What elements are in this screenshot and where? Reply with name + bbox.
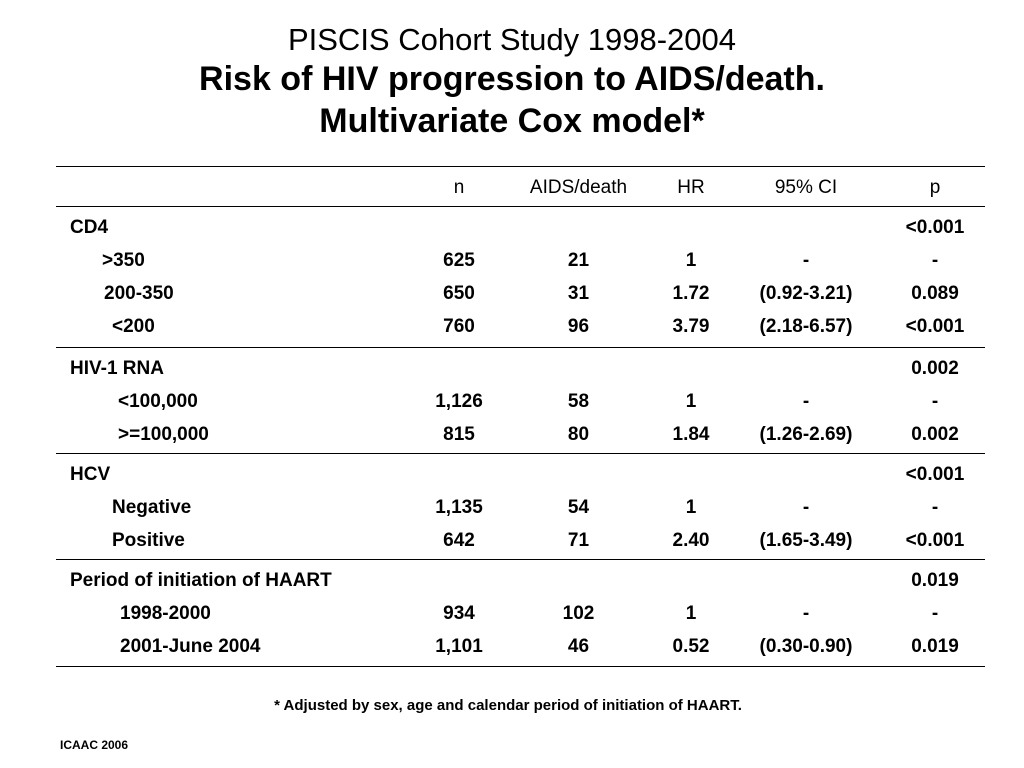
row-label: Positive [112, 530, 185, 551]
cell-n: 625 [443, 250, 475, 271]
cell-ci: (2.18-6.57) [759, 316, 853, 337]
cell-hr: 1 [685, 603, 697, 624]
group-p-value: 0.019 [911, 570, 959, 591]
cell-hr: 3.79 [672, 316, 710, 337]
row-label: <200 [112, 316, 155, 337]
group-header-row: CD4 <0.001 [56, 211, 985, 244]
cell-n: 1,101 [435, 636, 483, 657]
cell-ci: - [802, 497, 810, 518]
group-divider [56, 347, 985, 348]
title-model: Multivariate Cox model* [319, 102, 705, 140]
cell-events: 80 [567, 424, 590, 445]
header-hr: HR [677, 177, 705, 198]
table-row: >=100,000 815 80 1.84 (1.26-2.69) 0.002 [56, 418, 985, 451]
cell-hr: 1.72 [672, 283, 710, 304]
cell-events: 54 [567, 497, 590, 518]
table-row: <100,000 1,126 58 1 - - [56, 385, 985, 418]
row-label: 200-350 [104, 283, 174, 304]
cell-p: - [931, 391, 939, 412]
header-n: n [453, 177, 465, 198]
cell-p: - [931, 603, 939, 624]
cell-n: 934 [443, 603, 475, 624]
cell-events: 96 [567, 316, 590, 337]
group-header-row: HCV <0.001 [56, 458, 985, 491]
table-row: Positive 642 71 2.40 (1.65-3.49) <0.001 [56, 524, 985, 557]
footnote: * Adjusted by sex, age and calendar peri… [274, 697, 742, 714]
group-name: CD4 [70, 217, 109, 238]
cell-hr: 1.84 [672, 424, 710, 445]
title-main: Risk of HIV progression to AIDS/death. [199, 60, 825, 98]
header-ci: 95% CI [774, 177, 838, 198]
group-name: HCV [70, 464, 111, 485]
cell-n: 1,126 [435, 391, 483, 412]
cell-events: 21 [567, 250, 590, 271]
cell-n: 760 [443, 316, 475, 337]
group-p-value: <0.001 [905, 464, 965, 485]
cell-ci: (0.92-3.21) [759, 283, 853, 304]
group-name: Period of initiation of HAART [70, 570, 332, 591]
group-p-value: <0.001 [905, 217, 965, 238]
cell-ci: (0.30-0.90) [759, 636, 853, 657]
table-row: Negative 1,135 54 1 - - [56, 491, 985, 524]
row-label: >=100,000 [118, 424, 209, 445]
cell-ci: - [802, 603, 810, 624]
cell-n: 1,135 [435, 497, 483, 518]
cell-events: 46 [567, 636, 590, 657]
cell-events: 102 [562, 603, 595, 624]
cell-hr: 1 [685, 250, 697, 271]
row-label: 1998-2000 [120, 603, 211, 624]
group-divider [56, 453, 985, 454]
cell-p: - [931, 250, 939, 271]
cell-ci: - [802, 391, 810, 412]
cell-ci: - [802, 250, 810, 271]
cell-n: 815 [443, 424, 475, 445]
group-header-row: HIV-1 RNA 0.002 [56, 352, 985, 385]
cell-p: 0.002 [911, 424, 959, 445]
cell-ci: (1.26-2.69) [759, 424, 853, 445]
row-label: >350 [102, 250, 145, 271]
cell-n: 650 [443, 283, 475, 304]
cell-hr: 1 [685, 497, 697, 518]
table-top-rule [56, 166, 985, 167]
cell-events: 31 [567, 283, 590, 304]
cell-events: 58 [567, 391, 590, 412]
source-label: ICAAC 2006 [60, 738, 129, 752]
table-row: <200 760 96 3.79 (2.18-6.57) <0.001 [56, 310, 985, 343]
table-header-row: n AIDS/death HR 95% CI p [56, 171, 985, 204]
title-study-name: PISCIS Cohort Study 1998-2004 [287, 22, 737, 57]
table-row: >350 625 21 1 - - [56, 244, 985, 277]
cell-p: <0.001 [905, 316, 965, 337]
table-row: 1998-2000 934 102 1 - - [56, 597, 985, 630]
table-row: 2001-June 2004 1,101 46 0.52 (0.30-0.90) 0.01… [56, 630, 985, 663]
slide-title: PISCIS Cohort Study 1998-2004 Risk of HI… [0, 22, 1024, 142]
cell-p: 0.089 [911, 283, 959, 304]
header-events: AIDS/death [529, 177, 628, 198]
row-label: Negative [112, 497, 192, 518]
group-divider [56, 666, 985, 667]
cell-p: <0.001 [905, 530, 965, 551]
cell-p: - [931, 497, 939, 518]
cell-n: 642 [443, 530, 475, 551]
group-header-row: Period of initiation of HAART 0.019 [56, 564, 985, 597]
group-name: HIV-1 RNA [70, 358, 164, 379]
cell-p: 0.019 [911, 636, 959, 657]
cell-ci: (1.65-3.49) [759, 530, 853, 551]
table-header-rule [56, 206, 985, 207]
cell-hr: 0.52 [672, 636, 710, 657]
table-row: 200-350 650 31 1.72 (0.92-3.21) 0.089 [56, 277, 985, 310]
cell-hr: 2.40 [672, 530, 710, 551]
cell-hr: 1 [685, 391, 697, 412]
cell-events: 71 [567, 530, 590, 551]
row-label: <100,000 [118, 391, 198, 412]
group-divider [56, 559, 985, 560]
group-p-value: 0.002 [911, 358, 959, 379]
header-p: p [929, 177, 941, 198]
row-label: 2001-June 2004 [120, 636, 261, 657]
